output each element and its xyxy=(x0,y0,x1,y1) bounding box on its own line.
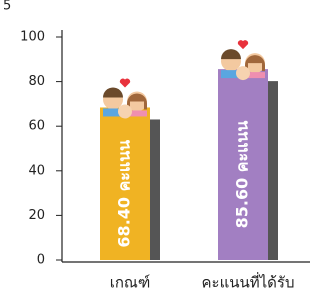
bar-shadow xyxy=(268,81,278,260)
bar-shadow xyxy=(150,119,160,260)
x-tick-label: คะแนนที่ได้รับ xyxy=(201,272,294,292)
icon-head xyxy=(118,104,132,118)
y-tick-label: 100 xyxy=(20,30,45,45)
icon-heart xyxy=(120,79,130,88)
y-tick-label: 60 xyxy=(28,119,45,134)
annotation: 5 xyxy=(3,0,11,14)
icon-hair xyxy=(221,49,241,59)
y-tick-label: 80 xyxy=(28,74,45,89)
chart: 5 0 20 40 60 80 100 เกณฑ์ 68.40 คะแนนคะแนนที่ได… xyxy=(0,0,327,300)
y-tick-label: 40 xyxy=(28,163,45,178)
icon-heart xyxy=(238,40,248,49)
value-label: 68.40 คะแนน xyxy=(115,140,134,248)
icon-hair xyxy=(103,87,123,97)
icon-head xyxy=(236,66,250,80)
y-tick-label: 20 xyxy=(28,208,45,223)
value-label: 85.60 คะแนน xyxy=(233,121,252,229)
x-tick-label: เกณฑ์ xyxy=(110,274,151,292)
y-tick-label: 0 xyxy=(37,253,45,268)
